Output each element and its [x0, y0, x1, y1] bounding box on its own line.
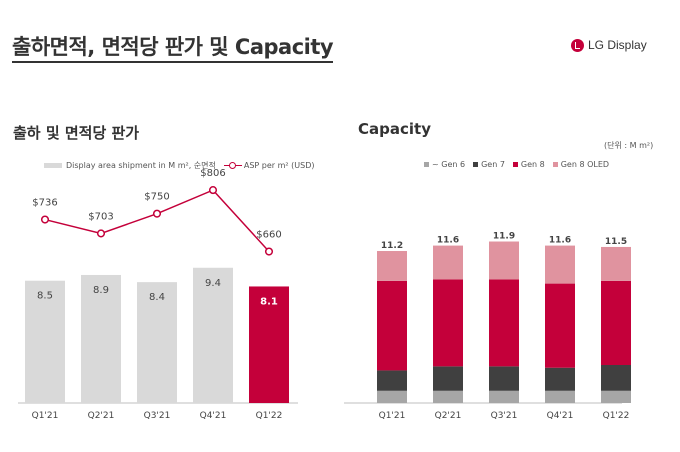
shipment-asp-chart: 8.5 Q1'21 8.9 Q2'21 8.4 Q3'21 9.4 Q4'21 8.1 Q1'22… — [18, 168, 298, 421]
unit-label: (단위 : M m²) — [604, 141, 654, 150]
legend-label-gen6: ~ Gen 6 — [432, 160, 466, 169]
capacity-title: Capacity — [358, 120, 431, 138]
shipment-legend: Display area shipment in M m², 순면적 ASP p… — [44, 160, 323, 171]
legend-item-gen8-oled: Gen 8 OLED — [552, 160, 610, 169]
gen8-segment — [433, 279, 463, 367]
asp-point — [208, 186, 218, 195]
x-tick-label: Q3'21 — [144, 411, 171, 421]
asp-point — [152, 209, 162, 218]
x-tick-label: Q3'21 — [491, 411, 518, 421]
gen8-segment — [545, 283, 575, 368]
gen8-segment — [601, 280, 631, 366]
legend-label-gen8-oled: Gen 8 OLED — [560, 160, 610, 169]
shipment-bar-label: 8.4 — [149, 292, 165, 303]
logo-text: LG Display — [588, 38, 647, 52]
x-tick-label: Q1'22 — [603, 411, 630, 421]
legend-item-gen6: ~ Gen 6 — [424, 160, 465, 169]
capacity-total-label: 11.6 — [549, 236, 571, 246]
gen6-segment — [377, 390, 407, 403]
shipment-bar — [25, 280, 65, 403]
lg-display-logo: LG Display — [571, 38, 647, 52]
gen8-oled-segment — [601, 246, 631, 281]
x-tick-label: Q4'21 — [547, 411, 574, 421]
shipment-bar-label: 8.5 — [37, 291, 53, 302]
legend-swatch-bar — [44, 163, 62, 168]
x-tick-label: Q1'21 — [32, 411, 59, 421]
legend-swatch-gen8 — [512, 162, 518, 167]
gen8-oled-segment — [489, 241, 519, 280]
shipment-bar-label: 8.1 — [260, 296, 278, 307]
gen8-segment — [489, 279, 519, 367]
asp-label: $736 — [32, 198, 57, 209]
x-tick-label: Q4'21 — [200, 411, 227, 421]
asp-label: $750 — [144, 192, 169, 203]
shipment-bar — [137, 282, 177, 403]
legend-item-gen7: Gen 7 — [473, 160, 505, 169]
shipment-bar — [193, 267, 233, 403]
legend-label-gen7: Gen 7 — [481, 160, 505, 169]
legend-item-asp: ASP per m² (USD) — [223, 161, 315, 171]
shipment-bar-label: 8.9 — [93, 285, 109, 296]
legend-label-shipment: Display area shipment in M m², 순면적 — [66, 161, 216, 170]
x-tick-label: Q2'21 — [435, 411, 462, 421]
shipment-bar-label: 9.4 — [205, 278, 221, 289]
legend-swatch-gen7 — [473, 162, 479, 167]
asp-point — [40, 215, 50, 224]
asp-label: $703 — [88, 211, 113, 222]
capacity-chart: 11.2 Q1'21 11.6 Q2'21 11.9 Q3'21 11.6 Q4'21 11.5… — [344, 232, 631, 421]
gen6-segment — [433, 390, 463, 403]
page-title: 출하면적, 면적당 판가 및 Capacity — [12, 34, 334, 63]
gen7-segment — [377, 370, 407, 391]
legend-item-shipment: Display area shipment in M m², 순면적 — [44, 160, 216, 171]
gen6-segment — [489, 390, 519, 403]
gen6-segment — [545, 390, 575, 403]
gen7-segment — [433, 366, 463, 391]
asp-point — [96, 229, 106, 238]
shipment-asp-title: 출하 및 면적당 판가 — [13, 124, 140, 142]
capacity-total-label: 11.6 — [437, 236, 459, 246]
legend-swatch-gen8-oled — [552, 162, 558, 167]
capacity-total-label: 11.9 — [493, 232, 515, 242]
legend-item-gen8: Gen 8 — [512, 160, 545, 169]
gen6-segment — [601, 390, 631, 403]
asp-label: $660 — [256, 230, 281, 241]
legend-swatch-line — [223, 161, 242, 171]
x-tick-label: Q2'21 — [88, 411, 115, 421]
legend-swatch-gen6 — [424, 162, 429, 167]
shipment-bar — [249, 286, 289, 403]
capacity-total-label: 11.2 — [381, 241, 403, 251]
asp-point — [264, 247, 274, 256]
legend-label-gen8: Gen 8 — [520, 160, 545, 169]
gen8-oled-segment — [545, 245, 575, 284]
gen7-segment — [545, 367, 575, 391]
gen8-segment — [377, 280, 407, 371]
asp-label: $806 — [200, 168, 225, 179]
x-tick-label: Q1'21 — [379, 411, 406, 421]
gen8-oled-segment — [377, 251, 407, 281]
legend-label-asp: ASP per m² (USD) — [243, 161, 315, 170]
x-tick-label: Q1'22 — [256, 411, 283, 421]
shipment-bar — [81, 274, 121, 403]
gen8-oled-segment — [433, 245, 463, 280]
capacity-total-label: 11.5 — [605, 237, 627, 247]
capacity-legend: ~ Gen 6 Gen 7 Gen 8 Gen 8 OLED — [424, 160, 617, 169]
lg-logo-icon — [571, 38, 584, 52]
gen7-segment — [489, 366, 519, 391]
gen7-segment — [601, 365, 631, 391]
